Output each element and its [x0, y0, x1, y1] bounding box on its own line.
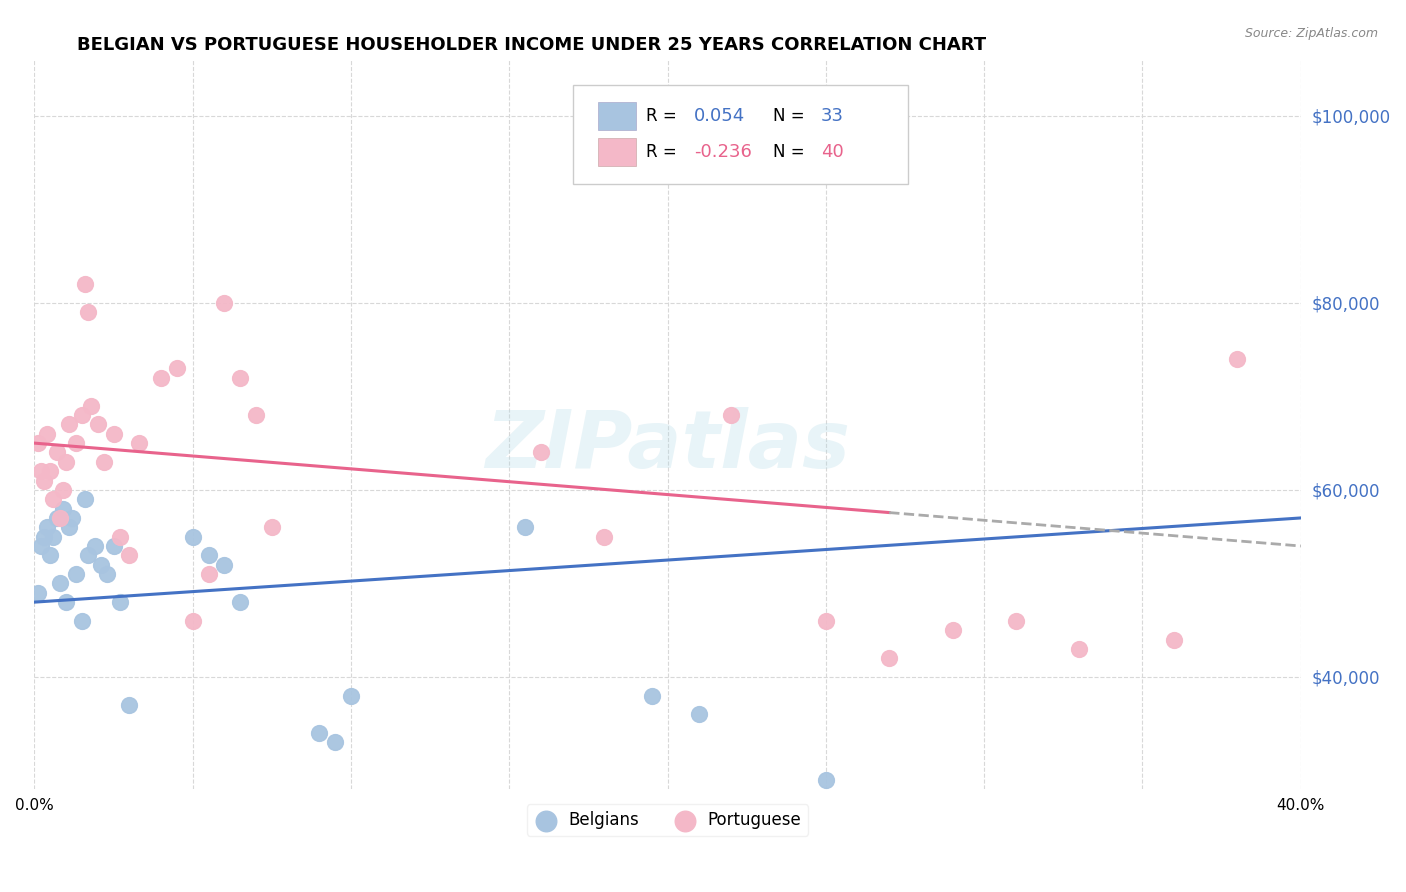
Point [86, 417, 108, 432]
Point [108, 595, 131, 609]
Point [30, 464, 52, 478]
Point [73, 277, 96, 291]
Point [941, 624, 963, 638]
Point [65, 567, 87, 582]
Text: N =: N = [773, 107, 810, 125]
Point [118, 549, 141, 563]
FancyBboxPatch shape [598, 138, 636, 166]
Point [48, 511, 70, 525]
Point [32, 474, 55, 488]
Point [32, 530, 55, 544]
Point [45, 445, 67, 459]
Text: R =: R = [645, 144, 682, 161]
Text: 40: 40 [821, 144, 844, 161]
Text: Source: ZipAtlas.com: Source: ZipAtlas.com [1244, 27, 1378, 40]
Point [260, 520, 283, 534]
Point [48, 576, 70, 591]
Text: 0.054: 0.054 [695, 107, 745, 125]
Point [35, 426, 58, 441]
Point [513, 520, 536, 534]
Text: ZIPatlas: ZIPatlas [485, 408, 851, 485]
Point [323, 735, 346, 749]
Point [39, 464, 62, 478]
Point [93, 455, 115, 469]
Point [42, 530, 65, 544]
Point [35, 520, 58, 534]
Point [214, 295, 236, 310]
Point [103, 539, 125, 553]
Point [128, 436, 150, 450]
Point [340, 689, 363, 703]
Point [58, 520, 80, 534]
Point [308, 726, 330, 740]
Point [181, 614, 204, 628]
Point [108, 530, 131, 544]
Point [70, 408, 93, 422]
Point [103, 426, 125, 441]
Point [814, 614, 837, 628]
Point [58, 417, 80, 432]
Point [96, 567, 118, 582]
Point [166, 361, 188, 376]
Point [688, 707, 710, 722]
Point [55, 455, 77, 469]
Point [118, 698, 141, 712]
Point [150, 370, 173, 384]
Point [1069, 641, 1091, 656]
Text: R =: R = [645, 107, 682, 125]
Point [181, 530, 204, 544]
Point [1163, 632, 1185, 647]
Point [73, 492, 96, 507]
Point [30, 539, 52, 553]
Point [70, 614, 93, 628]
Point [229, 595, 252, 609]
Point [60, 511, 83, 525]
Point [45, 511, 67, 525]
Point [77, 305, 100, 319]
Point [1226, 351, 1249, 366]
Text: -0.236: -0.236 [695, 144, 752, 161]
Text: N =: N = [773, 144, 810, 161]
Text: 33: 33 [821, 107, 844, 125]
Point [39, 549, 62, 563]
Point [814, 772, 837, 787]
Point [90, 558, 112, 572]
FancyBboxPatch shape [598, 102, 636, 129]
Legend: Belgians, Portuguese: Belgians, Portuguese [527, 805, 808, 836]
Point [55, 595, 77, 609]
Point [197, 549, 219, 563]
Point [80, 399, 103, 413]
Point [229, 370, 252, 384]
Point [641, 689, 664, 703]
Point [245, 408, 267, 422]
Point [530, 445, 553, 459]
FancyBboxPatch shape [572, 85, 908, 184]
Text: BELGIAN VS PORTUGUESE HOUSEHOLDER INCOME UNDER 25 YEARS CORRELATION CHART: BELGIAN VS PORTUGUESE HOUSEHOLDER INCOME… [77, 36, 987, 54]
Point [52, 501, 75, 516]
Point [1004, 614, 1026, 628]
Point [65, 436, 87, 450]
Point [877, 651, 900, 665]
Point [214, 558, 236, 572]
Point [27, 436, 49, 450]
Point [197, 567, 219, 582]
Point [27, 586, 49, 600]
Point [42, 492, 65, 507]
Point [77, 549, 100, 563]
Point [593, 530, 616, 544]
Point [83, 539, 105, 553]
Point [720, 408, 742, 422]
Point [52, 483, 75, 497]
